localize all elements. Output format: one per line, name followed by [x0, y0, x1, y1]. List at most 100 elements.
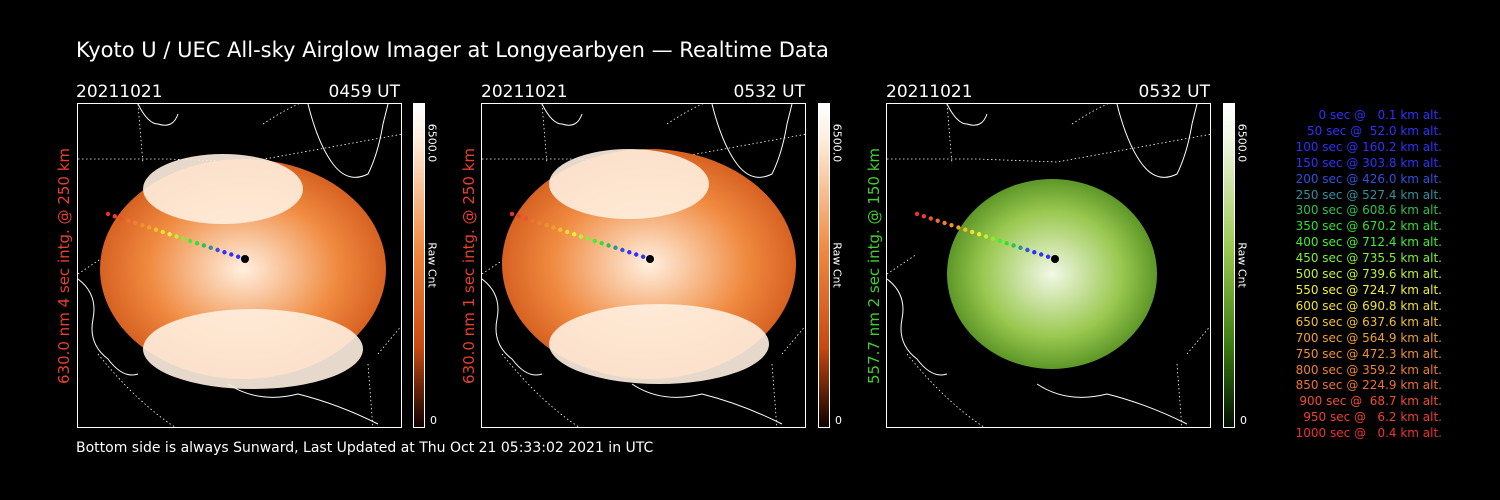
map-grid — [482, 104, 805, 427]
legend-row: 500 sec @ 739.6 km alt. — [1295, 267, 1442, 282]
trajectory-point — [620, 247, 625, 253]
legend-row: 550 sec @ 724.7 km alt. — [1295, 282, 1442, 297]
coastline — [887, 104, 1198, 425]
trajectory-point — [1025, 247, 1030, 253]
airglow-field — [947, 179, 1157, 369]
legend-row: 800 sec @ 359.2 km alt. — [1295, 362, 1442, 377]
panel-2-side-label-text: 630.0 nm 1 sec intg. @ 250 km — [460, 147, 478, 384]
panel-1-colorbar-unit: Raw Cnt — [424, 225, 440, 305]
legend-row: 50 sec @ 52.0 km alt. — [1307, 123, 1442, 138]
panel-1-side-label: 630.0 nm 4 sec intg. @ 250 km — [54, 103, 74, 428]
legend-row: 0 sec @ 0.1 km alt. — [1318, 108, 1443, 122]
panel-3-colorbar-max-text: 6500.0 — [1235, 123, 1249, 163]
panel-3-image-svg — [887, 104, 1210, 427]
trajectory-point — [1018, 245, 1023, 250]
panel-1-allsky-image — [77, 103, 402, 428]
trajectory-point — [565, 229, 570, 235]
trajectory-point — [942, 220, 947, 226]
trajectory-point — [537, 220, 542, 226]
trajectory-point — [551, 225, 556, 230]
legend-row: 650 sec @ 637.6 km alt. — [1295, 314, 1442, 329]
legend-row: 900 sec @ 68.7 km alt. — [1299, 394, 1442, 409]
trajectory-point — [558, 227, 563, 232]
panel-3-colorbar-max: 6500.0 — [1234, 103, 1250, 183]
trajectory-point — [222, 250, 227, 255]
trajectory-point — [935, 218, 940, 223]
trajectory-point — [229, 252, 234, 257]
panel-3-colorbar-unit: Raw Cnt — [1234, 225, 1250, 305]
trajectory-point — [215, 247, 220, 253]
panel-3-allsky-image — [886, 103, 1211, 428]
trajectory-point — [990, 236, 996, 241]
trajectory-point — [119, 216, 124, 221]
legend-row: 450 sec @ 735.5 km alt. — [1295, 251, 1442, 266]
trajectory-point — [970, 229, 975, 235]
panel-2-colorbar — [818, 103, 830, 428]
rocket-trajectory — [914, 211, 1059, 263]
trajectory-point — [1004, 241, 1009, 246]
trajectory-point — [613, 245, 618, 250]
panel-2-colorbar-unit-text: Raw Cnt — [830, 242, 844, 288]
rocket-trajectory — [105, 211, 249, 263]
panel-3-colorbar — [1223, 103, 1235, 428]
trajectory-point — [140, 223, 145, 228]
trajectory-point — [181, 236, 186, 241]
coastline — [78, 104, 389, 425]
trajectory-origin — [646, 255, 654, 263]
trajectory-point — [983, 234, 989, 239]
trajectory-point — [640, 254, 646, 259]
trajectory-point — [634, 252, 639, 257]
legend-row: 850 sec @ 224.9 km alt. — [1295, 378, 1442, 393]
trajectory-point — [194, 241, 200, 246]
legend-row: 400 sec @ 712.4 km alt. — [1295, 235, 1442, 250]
panel-1-colorbar-unit-text: Raw Cnt — [425, 242, 439, 288]
map-grid — [887, 104, 1210, 427]
trajectory-point — [153, 227, 159, 232]
panel-2-allsky-image — [481, 103, 806, 428]
bright-lobe-bottom — [549, 304, 769, 384]
legend-row: 1000 sec @ 0.4 km alt. — [1295, 426, 1442, 441]
trajectory-point — [578, 234, 584, 239]
panel-1-image-svg — [78, 104, 401, 427]
trajectory-point — [544, 223, 549, 228]
trajectory-point — [921, 214, 927, 219]
trajectory-point — [956, 225, 961, 230]
bright-lobe-bottom — [143, 309, 363, 389]
trajectory-point — [133, 220, 138, 226]
legend-row: 950 sec @ 6.2 km alt. — [1303, 410, 1442, 425]
legend-row: 300 sec @ 608.6 km alt. — [1295, 203, 1442, 218]
trajectory-point — [530, 218, 535, 223]
trajectory-point — [208, 245, 213, 250]
trajectory-point — [167, 232, 172, 237]
panel-1-colorbar-max: 6500.0 — [424, 103, 440, 183]
trajectory-point — [1032, 250, 1037, 255]
trajectory-point — [928, 216, 933, 221]
trajectory-point — [146, 225, 152, 230]
footer-status: Bottom side is always Sunward, Last Upda… — [76, 440, 654, 456]
trajectory-point — [516, 214, 522, 219]
panel-2-colorbar-max: 6500.0 — [829, 103, 845, 183]
trajectory-point — [976, 232, 982, 237]
trajectory-point — [112, 214, 118, 219]
panel-2-colorbar-min: 0 — [835, 414, 842, 427]
panel-2-time: 0532 UT — [733, 82, 806, 102]
trajectory-point — [126, 218, 131, 223]
bright-lobe-top — [143, 154, 303, 224]
panel-2-colorbar-unit: Raw Cnt — [829, 225, 845, 305]
panel-1-colorbar-max-text: 6500.0 — [425, 123, 439, 163]
coastline — [482, 104, 793, 425]
panel-2-colorbar-max-text: 6500.0 — [830, 123, 844, 163]
trajectory-point — [585, 236, 591, 241]
trajectory-point — [1039, 252, 1044, 257]
trajectory-point — [627, 250, 632, 255]
panel-1-colorbar-min: 0 — [430, 414, 437, 427]
panel-2-date: 20211021 — [481, 82, 568, 102]
trajectory-point — [509, 211, 515, 217]
panel-3-side-label-text: 557.7 nm 2 sec intg. @ 150 km — [865, 147, 883, 384]
panel-1-time: 0459 UT — [328, 82, 401, 102]
panel-3-time: 0532 UT — [1138, 82, 1211, 102]
legend-row: 350 sec @ 670.2 km alt. — [1295, 219, 1442, 234]
page-title: Kyoto U / UEC All-sky Airglow Imager at … — [76, 38, 829, 62]
panel-2-image-svg — [482, 104, 805, 427]
trajectory-point — [174, 234, 179, 239]
